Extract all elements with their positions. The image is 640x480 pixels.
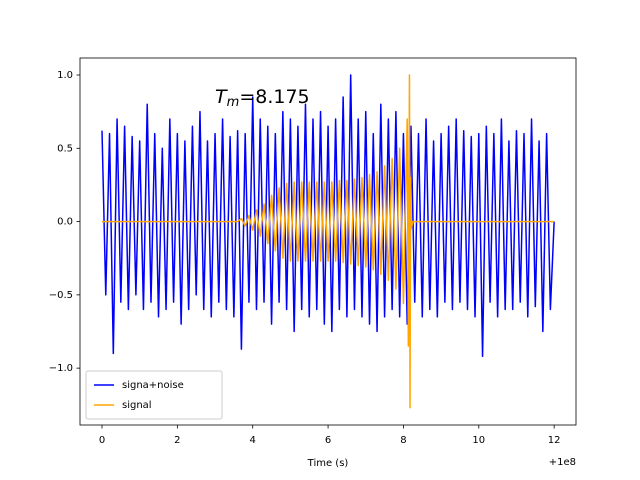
x-tick-label: 0 <box>99 435 105 446</box>
plot-area <box>101 74 555 409</box>
x-tick-label: 12 <box>548 435 561 446</box>
y-tick-label: −0.5 <box>49 290 73 301</box>
legend-label: signa+noise <box>122 380 184 391</box>
y-tick-label: 1.0 <box>57 70 73 81</box>
x-tick-label: 4 <box>250 435 256 446</box>
x-tick-label: 2 <box>174 435 180 446</box>
annotation-subscript: m <box>227 94 240 109</box>
x-tick-label: 10 <box>472 435 485 446</box>
y-tick-label: −1.0 <box>49 363 73 374</box>
series-line <box>102 74 555 409</box>
x-tick-label: 8 <box>400 435 406 446</box>
annotation: Tm=8.175 <box>215 85 310 109</box>
annotation-symbol: T <box>215 85 228 107</box>
legend-label: signal <box>122 400 152 411</box>
x-tick-label: 6 <box>325 435 331 446</box>
x-axis-label: Time (s) <box>307 458 349 469</box>
x-offset-label: +1e8 <box>549 457 576 468</box>
annotation-text: =8.175 <box>239 85 309 107</box>
y-tick-label: 0.5 <box>57 143 73 154</box>
series-line <box>101 74 555 358</box>
y-tick-label: 0.0 <box>57 217 73 228</box>
legend-box <box>85 370 223 420</box>
